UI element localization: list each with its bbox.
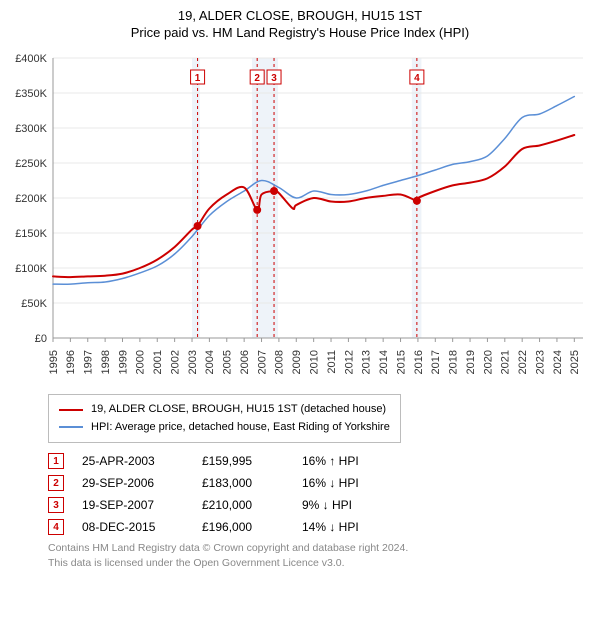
svg-text:2013: 2013 — [361, 350, 373, 374]
svg-text:2024: 2024 — [552, 350, 564, 374]
sale-date: 25-APR-2003 — [82, 454, 202, 468]
svg-text:1: 1 — [195, 73, 201, 84]
chart-svg: £0 £50K £100K £150K £200K £250K £300K £350K £400… — [8, 48, 592, 388]
sale-date: 08-DEC-2015 — [82, 520, 202, 534]
sale-pct: 16% ↓ HPI — [302, 476, 402, 490]
svg-text:2009: 2009 — [291, 350, 303, 374]
svg-text:2: 2 — [254, 73, 260, 84]
sale-marker-number: 4 — [48, 519, 64, 535]
page-subtitle: Price paid vs. HM Land Registry's House … — [8, 25, 592, 40]
svg-text:2022: 2022 — [517, 350, 529, 374]
sales-row: 2 29-SEP-2006£183,00016% ↓ HPI — [48, 475, 592, 491]
sale-date: 19-SEP-2007 — [82, 498, 202, 512]
legend-label: HPI: Average price, detached house, East… — [91, 419, 390, 437]
svg-text:£250K: £250K — [15, 158, 47, 170]
svg-text:£50K: £50K — [21, 298, 47, 310]
sale-pct: 14% ↓ HPI — [302, 520, 402, 534]
legend-swatch — [59, 426, 83, 428]
svg-text:2025: 2025 — [569, 350, 581, 374]
svg-text:2004: 2004 — [204, 350, 216, 374]
legend-swatch — [59, 409, 83, 411]
svg-text:2019: 2019 — [465, 350, 477, 374]
svg-text:2023: 2023 — [534, 350, 546, 374]
svg-text:2007: 2007 — [256, 350, 268, 374]
svg-text:2001: 2001 — [152, 350, 164, 374]
svg-text:1998: 1998 — [100, 350, 112, 374]
svg-text:4: 4 — [414, 73, 420, 84]
svg-text:2008: 2008 — [274, 350, 286, 374]
sales-table: 1 25-APR-2003£159,99516% ↑ HPI 2 29-SEP-200… — [48, 453, 592, 535]
svg-text:3: 3 — [271, 73, 277, 84]
svg-text:2010: 2010 — [309, 350, 321, 374]
svg-text:£350K: £350K — [15, 88, 47, 100]
svg-text:£150K: £150K — [15, 228, 47, 240]
svg-text:£0: £0 — [35, 333, 47, 345]
svg-text:2012: 2012 — [343, 350, 355, 374]
legend-item: 19, ALDER CLOSE, BROUGH, HU15 1ST (detac… — [59, 401, 390, 419]
sales-row: 4 08-DEC-2015£196,00014% ↓ HPI — [48, 519, 592, 535]
sale-marker-number: 3 — [48, 497, 64, 513]
svg-text:2011: 2011 — [326, 350, 338, 374]
svg-text:2014: 2014 — [378, 350, 390, 374]
svg-text:2005: 2005 — [222, 350, 234, 374]
sales-row: 1 25-APR-2003£159,99516% ↑ HPI — [48, 453, 592, 469]
sale-marker-number: 1 — [48, 453, 64, 469]
footer-line-1: Contains HM Land Registry data © Crown c… — [48, 541, 592, 556]
sale-price: £210,000 — [202, 498, 302, 512]
svg-text:2017: 2017 — [430, 350, 442, 374]
svg-text:2003: 2003 — [187, 350, 199, 374]
svg-text:£300K: £300K — [15, 123, 47, 135]
price-chart: £0 £50K £100K £150K £200K £250K £300K £350K £400… — [8, 48, 592, 388]
legend-item: HPI: Average price, detached house, East… — [59, 419, 390, 437]
svg-text:2002: 2002 — [169, 350, 181, 374]
sale-date: 29-SEP-2006 — [82, 476, 202, 490]
svg-text:2000: 2000 — [135, 350, 147, 374]
sale-price: £159,995 — [202, 454, 302, 468]
svg-text:2006: 2006 — [239, 350, 251, 374]
legend: 19, ALDER CLOSE, BROUGH, HU15 1ST (detac… — [48, 394, 401, 443]
sale-price: £183,000 — [202, 476, 302, 490]
svg-text:£200K: £200K — [15, 193, 47, 205]
sale-pct: 9% ↓ HPI — [302, 498, 402, 512]
footer-line-2: This data is licensed under the Open Gov… — [48, 556, 592, 571]
svg-text:£100K: £100K — [15, 263, 47, 275]
svg-text:1997: 1997 — [83, 350, 95, 374]
footer: Contains HM Land Registry data © Crown c… — [48, 541, 592, 570]
svg-text:2021: 2021 — [500, 350, 512, 374]
page-title: 19, ALDER CLOSE, BROUGH, HU15 1ST — [8, 8, 592, 23]
svg-text:1996: 1996 — [65, 350, 77, 374]
svg-text:1995: 1995 — [48, 350, 60, 374]
svg-text:2015: 2015 — [395, 350, 407, 374]
svg-text:2020: 2020 — [482, 350, 494, 374]
sale-price: £196,000 — [202, 520, 302, 534]
svg-text:1999: 1999 — [117, 350, 129, 374]
svg-text:£400K: £400K — [15, 53, 47, 65]
svg-text:2018: 2018 — [448, 350, 460, 374]
svg-text:2016: 2016 — [413, 350, 425, 374]
sale-pct: 16% ↑ HPI — [302, 454, 402, 468]
sale-marker-number: 2 — [48, 475, 64, 491]
sales-row: 3 19-SEP-2007£210,0009% ↓ HPI — [48, 497, 592, 513]
legend-label: 19, ALDER CLOSE, BROUGH, HU15 1ST (detac… — [91, 401, 386, 419]
